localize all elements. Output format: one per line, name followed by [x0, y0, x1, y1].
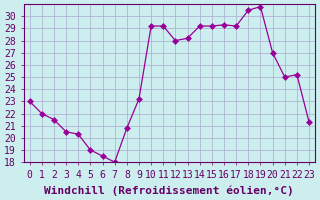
X-axis label: Windchill (Refroidissement éolien,°C): Windchill (Refroidissement éolien,°C): [44, 185, 294, 196]
